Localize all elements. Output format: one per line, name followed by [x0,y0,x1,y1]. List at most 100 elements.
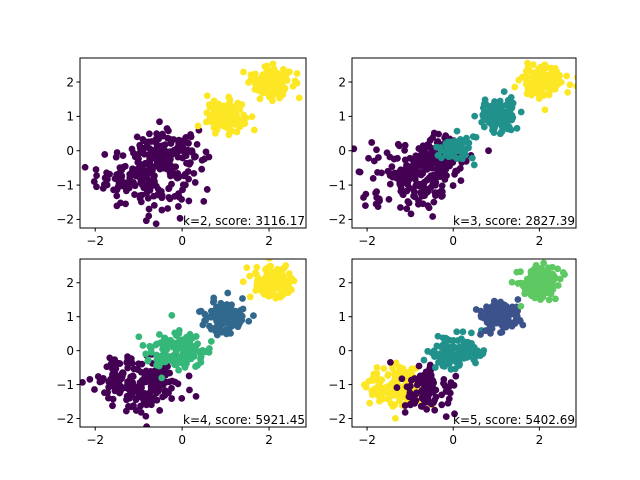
data-point [383,149,391,157]
data-point [174,203,182,210]
data-point [485,147,492,155]
data-point [430,198,438,206]
data-point [444,146,452,154]
y-tick-label: −2 [328,213,346,227]
data-point [546,86,553,94]
y-tick-label: −1 [328,378,346,392]
data-point [119,163,127,171]
data-point [152,220,160,228]
y-tick-label: −1 [328,178,346,192]
data-point [435,130,442,138]
data-point [115,169,123,177]
data-point [168,311,176,319]
data-point [158,374,166,382]
data-point [450,381,458,389]
data-point [422,371,430,379]
data-point [106,170,113,178]
data-point [527,283,535,291]
data-point [145,212,153,220]
data-point [179,181,187,189]
data-point [224,289,232,297]
data-point [407,210,415,218]
data-point [240,68,247,76]
data-point [185,175,193,183]
data-point [180,345,188,353]
data-point [513,124,521,132]
data-point [401,146,408,154]
data-point [185,139,192,147]
data-point [541,106,549,114]
data-point [516,317,524,325]
data-point [221,108,229,116]
data-point [166,195,174,203]
data-point [408,376,415,384]
data-point [412,163,419,171]
data-point [521,286,529,294]
data-point [374,168,381,176]
data-point [143,185,151,193]
data-point [187,133,195,141]
data-point [228,313,236,321]
data-point [371,385,379,393]
data-point [142,390,150,398]
data-point [442,334,450,342]
data-point [549,263,556,271]
data-point [263,62,271,70]
data-point [356,168,364,176]
data-point [90,178,98,185]
data-point [133,395,140,402]
data-point [257,77,265,85]
data-point [432,192,439,200]
data-point [191,153,198,161]
data-point [253,280,261,288]
y-tick-label: −1 [56,178,74,192]
data-point [156,353,164,360]
data-point [276,94,283,102]
data-point [428,349,436,357]
data-point [263,269,271,277]
data-point [133,133,141,141]
data-point [217,308,224,315]
data-point [431,364,439,371]
data-point [104,389,112,396]
data-point [262,275,270,283]
data-point [552,295,559,303]
data-point [104,394,112,402]
data-point [174,147,182,155]
data-point [254,86,262,94]
x-tick-label: 2 [536,433,544,447]
data-point [179,359,186,367]
data-point [203,186,211,193]
data-point [194,122,202,130]
data-point [284,68,292,76]
data-point [187,343,195,351]
data-point [466,350,474,358]
data-point [483,312,490,320]
data-point [184,168,192,175]
data-point [202,348,209,356]
data-point [149,146,157,154]
data-point [155,135,162,143]
data-point [189,334,197,342]
data-point [412,390,420,398]
data-point [401,408,409,416]
data-point [462,151,469,159]
data-point [185,197,193,205]
scatter-points [81,60,303,228]
data-point [554,265,562,273]
data-point [446,152,454,160]
data-point [272,269,280,277]
data-point [365,154,372,162]
data-point [449,182,457,189]
data-point [428,164,436,172]
data-point [442,166,450,173]
data-point [168,384,175,392]
data-point [207,338,215,345]
subplot-k2: −2 0 2 −2 −1 0 1 2 k=2, score: 3116.17 [56,57,307,248]
data-point [439,170,446,178]
data-point [142,368,150,375]
data-point [168,180,175,188]
data-point [193,140,201,148]
data-point [136,192,144,200]
data-point [443,141,451,149]
